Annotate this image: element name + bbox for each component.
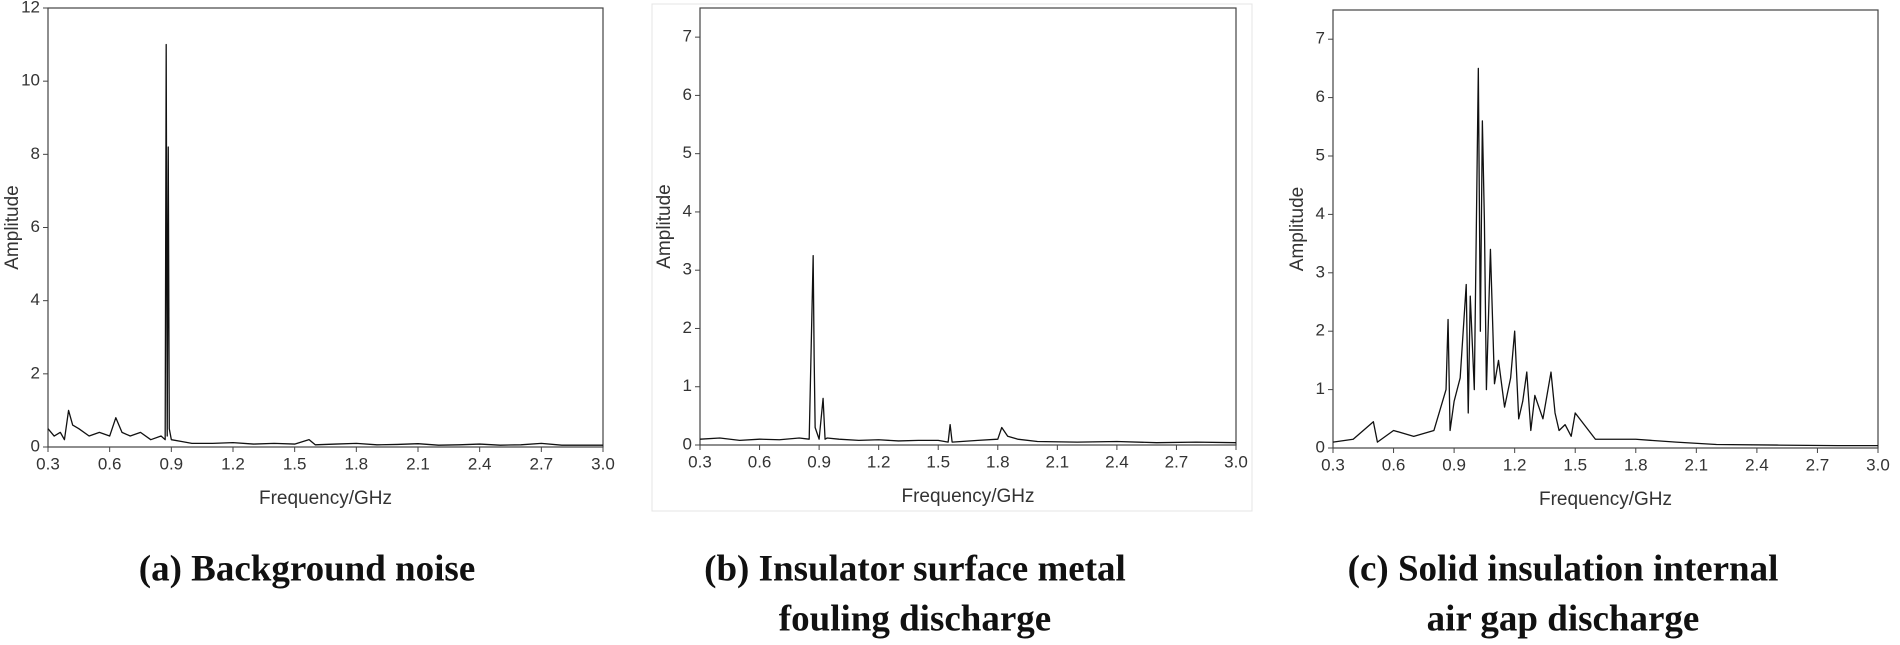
x-axis-label: Frequency/GHz (1539, 489, 1672, 510)
y-tick-label: 3 (1316, 262, 1325, 281)
y-tick-label: 5 (1316, 145, 1325, 164)
x-tick-label: 0.9 (160, 454, 184, 473)
x-axis-label: Frequency/GHz (259, 488, 392, 509)
caption: (c) Solid insulation internal (1348, 548, 1779, 589)
spectrum-line (1332, 67, 1878, 447)
x-tick-label: 1.8 (1624, 455, 1648, 474)
x-tick-label: 0.9 (807, 452, 831, 471)
y-tick-label: 0 (31, 436, 40, 455)
x-tick-label: 2.1 (406, 454, 430, 473)
y-axis-label: Amplitude (654, 184, 675, 269)
x-tick-label: 1.5 (1563, 455, 1587, 474)
y-tick-label: 0 (1316, 437, 1325, 456)
y-tick-label: 4 (31, 290, 40, 309)
y-axis-label: Amplitude (2, 185, 23, 270)
y-tick-label: 1 (683, 376, 692, 395)
x-tick-label: 2.7 (1165, 452, 1189, 471)
x-tick-label: 0.6 (98, 454, 122, 473)
y-tick-label: 4 (1316, 204, 1325, 223)
y-tick-label: 2 (683, 318, 692, 337)
y-tick-label: 4 (683, 201, 692, 220)
x-tick-label: 1.5 (926, 452, 950, 471)
x-tick-label: 2.7 (1806, 455, 1830, 474)
x-tick-label: 0.9 (1442, 455, 1466, 474)
plot-frame (699, 7, 1237, 446)
y-tick-label: 6 (31, 217, 40, 236)
x-tick-label: 3.0 (591, 454, 615, 473)
caption: (a) Background noise (139, 548, 476, 589)
y-tick-label: 3 (683, 260, 692, 279)
plot-frame (1332, 9, 1879, 449)
x-tick-label: 2.4 (1105, 452, 1129, 471)
y-tick-label: 12 (21, 0, 40, 16)
y-tick-label: 5 (683, 143, 692, 162)
y-tick-label: 0 (683, 434, 692, 453)
x-tick-label: 1.8 (345, 454, 369, 473)
x-tick-label: 0.3 (1321, 455, 1345, 474)
y-tick-label: 6 (683, 85, 692, 104)
caption: (b) Insulator surface metal (704, 548, 1126, 589)
panel-frame (651, 3, 1253, 512)
x-tick-label: 2.4 (1745, 455, 1769, 474)
x-tick-label: 1.2 (221, 454, 245, 473)
x-tick-label: 1.2 (867, 452, 891, 471)
y-tick-label: 8 (31, 144, 40, 163)
plot-frame (47, 7, 604, 448)
y-tick-label: 7 (1316, 29, 1325, 48)
x-tick-label: 2.4 (468, 454, 492, 473)
y-axis-label: Amplitude (1287, 187, 1308, 272)
spectrum-line (47, 43, 603, 446)
x-tick-label: 3.0 (1224, 452, 1248, 471)
x-tick-label: 2.1 (1046, 452, 1070, 471)
x-tick-label: 1.5 (283, 454, 307, 473)
y-tick-label: 10 (21, 71, 40, 90)
y-tick-label: 2 (31, 363, 40, 382)
spectrum-line (699, 254, 1237, 444)
x-tick-label: 2.1 (1685, 455, 1709, 474)
x-tick-label: 0.6 (748, 452, 772, 471)
x-tick-label: 1.8 (986, 452, 1010, 471)
x-tick-label: 1.2 (1503, 455, 1527, 474)
x-tick-label: 2.7 (530, 454, 554, 473)
x-tick-label: 0.6 (1382, 455, 1406, 474)
x-axis-label: Frequency/GHz (901, 486, 1034, 507)
y-tick-label: 1 (1316, 379, 1325, 398)
x-tick-label: 0.3 (688, 452, 712, 471)
caption: fouling discharge (779, 598, 1051, 639)
caption: air gap discharge (1427, 598, 1700, 639)
y-tick-label: 2 (1316, 321, 1325, 340)
y-tick-label: 6 (1316, 87, 1325, 106)
x-tick-label: 0.3 (36, 454, 60, 473)
x-tick-label: 3.0 (1866, 455, 1890, 474)
y-tick-label: 7 (683, 27, 692, 46)
